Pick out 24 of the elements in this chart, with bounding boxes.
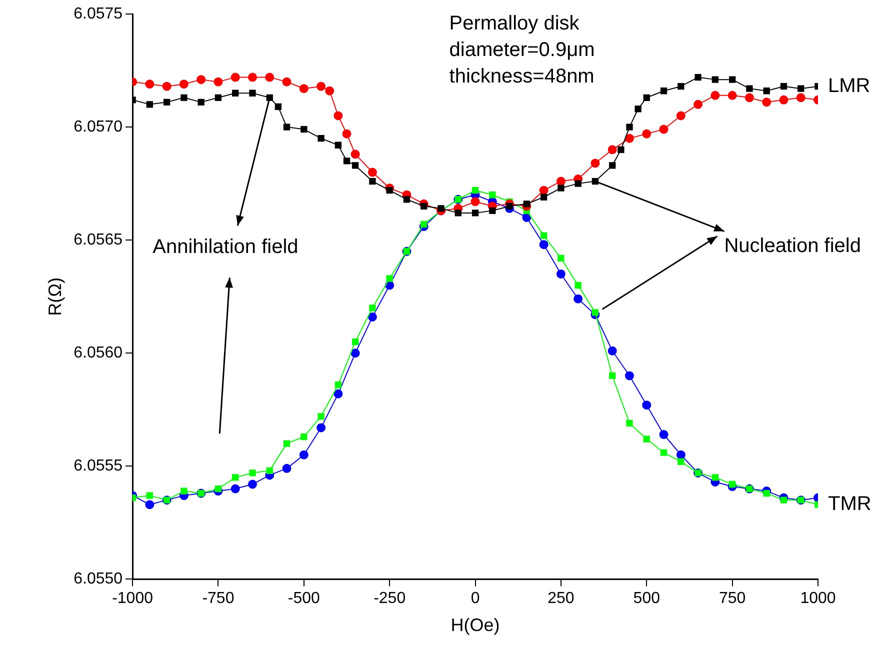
x-tick-label: 1000: [800, 590, 836, 608]
annotation: diameter=0.9μm: [449, 39, 595, 62]
x-axis-title: H(Oe): [450, 615, 500, 636]
x-tick-label: 250: [548, 590, 574, 608]
y-tick-label: 6.0555: [74, 458, 123, 475]
x-tick-label: -750: [202, 590, 234, 608]
x-tick-label: 500: [633, 590, 660, 608]
x-tick-label: -500: [288, 590, 320, 608]
series-label: LMR: [828, 74, 870, 97]
y-axis-title: R(Ω): [44, 277, 65, 316]
annotation: Permalloy disk: [449, 12, 580, 35]
y-tick-label: 6.0575: [74, 5, 123, 22]
series-label: TMR: [828, 493, 872, 516]
y-tick-label: 6.0560: [74, 344, 123, 362]
annotation: Annihilation field: [152, 236, 298, 258]
x-tick-label: -250: [374, 590, 406, 608]
x-tick-label: 0: [470, 590, 480, 608]
x-tick-label: 750: [718, 590, 746, 608]
y-tick-label: 6.0570: [74, 118, 123, 136]
annotation: Nucleation field: [724, 234, 861, 257]
x-tick-label: -1000: [112, 590, 154, 608]
y-tick-label: 6.0565: [74, 231, 123, 248]
annotation: thickness=48nm: [449, 66, 594, 88]
y-tick-label: 6.0550: [74, 570, 123, 588]
